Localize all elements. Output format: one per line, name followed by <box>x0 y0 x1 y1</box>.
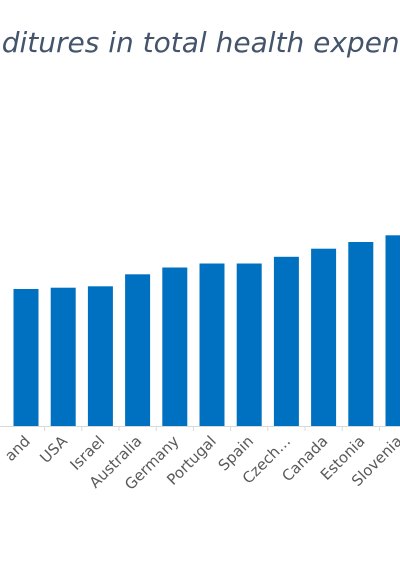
category-label: and <box>1 432 34 465</box>
bar-5 <box>199 263 225 426</box>
bar-1 <box>50 287 76 426</box>
bar-3 <box>125 274 151 426</box>
bar-6 <box>236 263 262 426</box>
bar-9 <box>348 242 374 426</box>
bars-group <box>13 235 400 426</box>
bar-8 <box>311 248 337 426</box>
bar-10 <box>385 235 400 426</box>
bar-0 <box>13 289 39 426</box>
bar-7 <box>273 256 299 426</box>
category-labels-group: and USAIsraelAustraliaGermanyPortugalSpai… <box>1 426 400 494</box>
chart-title: nditures in total health expen <box>0 26 400 59</box>
bar-2 <box>87 286 113 426</box>
bar-4 <box>162 267 188 426</box>
